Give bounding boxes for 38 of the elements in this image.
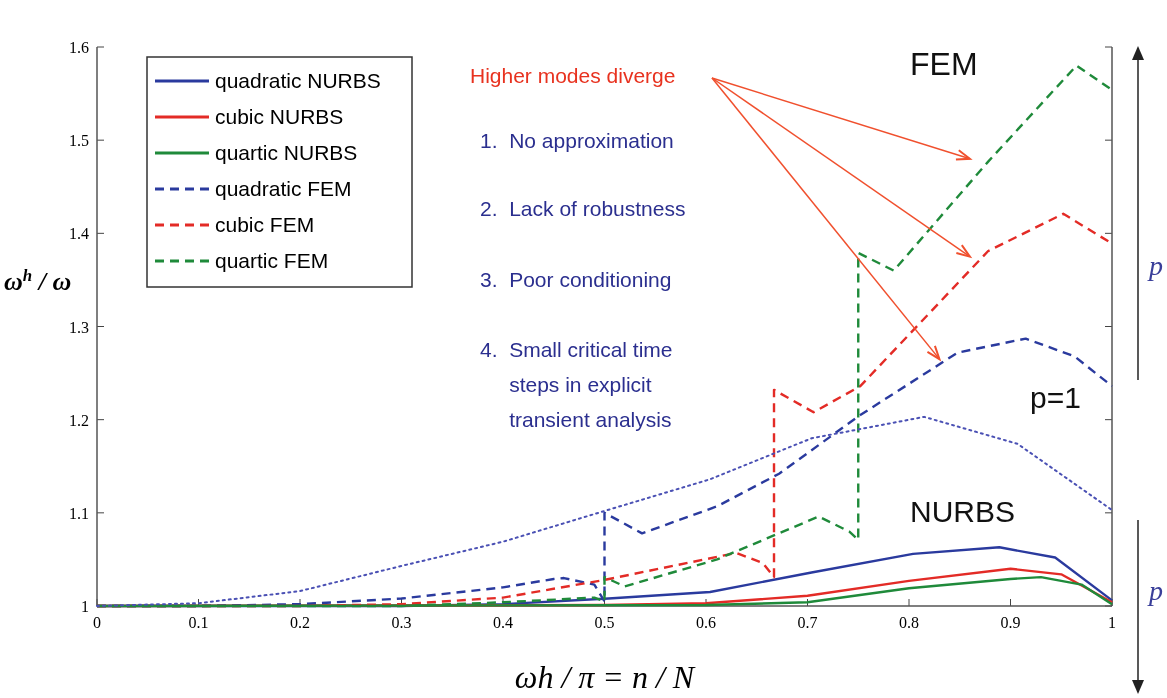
annotation: 4. Small critical time — [480, 338, 673, 361]
text: p — [1147, 250, 1163, 281]
x-tick-label: 0.2 — [290, 614, 310, 631]
x-tick-label: 0.5 — [594, 614, 615, 631]
y-tick-label: 1.5 — [69, 132, 89, 150]
y-tick-label: 1.4 — [69, 225, 89, 243]
text: p — [1147, 575, 1163, 606]
x-tick-label: 1 — [1108, 614, 1116, 631]
annotation: p=1 — [1030, 381, 1081, 414]
annotation: 1. No approximation — [480, 129, 674, 152]
x-tick-label: 0.3 — [391, 614, 412, 631]
annotation: 2. Lack of robustness — [480, 197, 686, 220]
legend-label: cubic FEM — [215, 213, 315, 236]
legend-label: quadratic NURBS — [215, 69, 381, 92]
annotation: transient analysis — [480, 408, 672, 431]
x-tick-label: 0.8 — [899, 614, 919, 631]
x-axis-title: ωh / π = n / N — [514, 659, 696, 695]
y-tick-label: 1.1 — [69, 504, 89, 522]
legend-label: quartic NURBS — [215, 141, 358, 164]
x-tick-label: 0.4 — [493, 614, 513, 631]
x-tick-label: 0.1 — [188, 614, 209, 631]
y-tick-label: 1.6 — [69, 39, 89, 56]
annotation: steps in explicit — [480, 373, 652, 396]
annotation: Higher modes diverge — [470, 64, 676, 87]
x-tick-label: 0 — [93, 614, 101, 631]
x-tick-label: 0.7 — [797, 614, 818, 631]
y-tick-label: 1 — [81, 598, 89, 615]
x-tick-label: 0.9 — [1000, 614, 1021, 631]
legend-label: cubic NURBS — [215, 105, 344, 128]
y-tick-label: 1.3 — [69, 318, 89, 336]
y-tick-label: 1.2 — [69, 411, 89, 429]
y-axis-title: ω$^{h}$ / ω — [4, 265, 72, 296]
annotation: NURBS — [910, 495, 1016, 528]
legend-label: quadratic FEM — [215, 177, 352, 200]
annotation: 3. Poor conditioning — [480, 268, 672, 291]
annotation: FEM — [910, 46, 978, 82]
x-tick-label: 0.6 — [696, 614, 716, 631]
legend-label: quartic FEM — [215, 249, 329, 272]
